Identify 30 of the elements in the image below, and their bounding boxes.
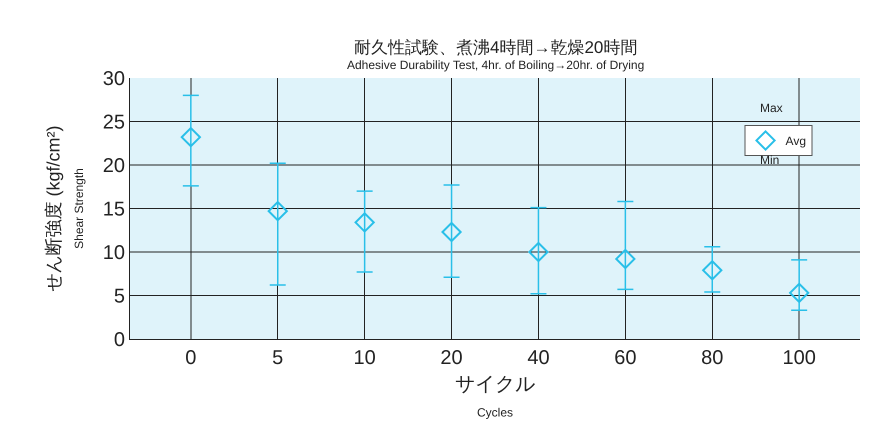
point <box>441 222 462 242</box>
annotation: Max <box>760 101 783 115</box>
point <box>789 282 810 303</box>
y-tick-label: 0 <box>114 329 125 351</box>
x-tick-label: 10 <box>354 347 376 369</box>
x-tick-label: 40 <box>527 347 550 369</box>
chart-subtitle: Adhesive Durability Test, 4hr. of Boiling→20hr. of Drying <box>347 58 644 72</box>
chart-title: 耐久性試験、煮沸4時間→乾燥20時間 <box>354 38 638 57</box>
x-tick-label: 100 <box>782 347 816 369</box>
y-tick-label: 30 <box>102 68 125 90</box>
y-axis-title: せん断強度 (kgf/cm²) Shear Strength <box>44 126 86 292</box>
x-tick-label: 5 <box>272 347 284 369</box>
y-tick-label: 5 <box>114 286 125 308</box>
point <box>354 212 375 233</box>
point <box>528 242 549 262</box>
point <box>702 260 722 280</box>
x-tick-label: 0 <box>185 347 196 369</box>
point <box>180 127 201 148</box>
x-tick-label: 20 <box>440 347 463 369</box>
y-tick-label: 25 <box>102 112 125 134</box>
legend-label: Avg <box>786 134 806 148</box>
x-tick-label: 60 <box>614 347 636 369</box>
point <box>615 248 636 270</box>
x-axis-title: サイクル Cycles <box>455 374 535 420</box>
point <box>268 201 288 222</box>
annotation: Min <box>760 153 780 167</box>
y-tick-label: 20 <box>102 155 125 177</box>
y-tick-label: 15 <box>102 198 125 220</box>
x-tick-label: 80 <box>701 347 724 369</box>
y-tick-label: 10 <box>102 242 125 264</box>
